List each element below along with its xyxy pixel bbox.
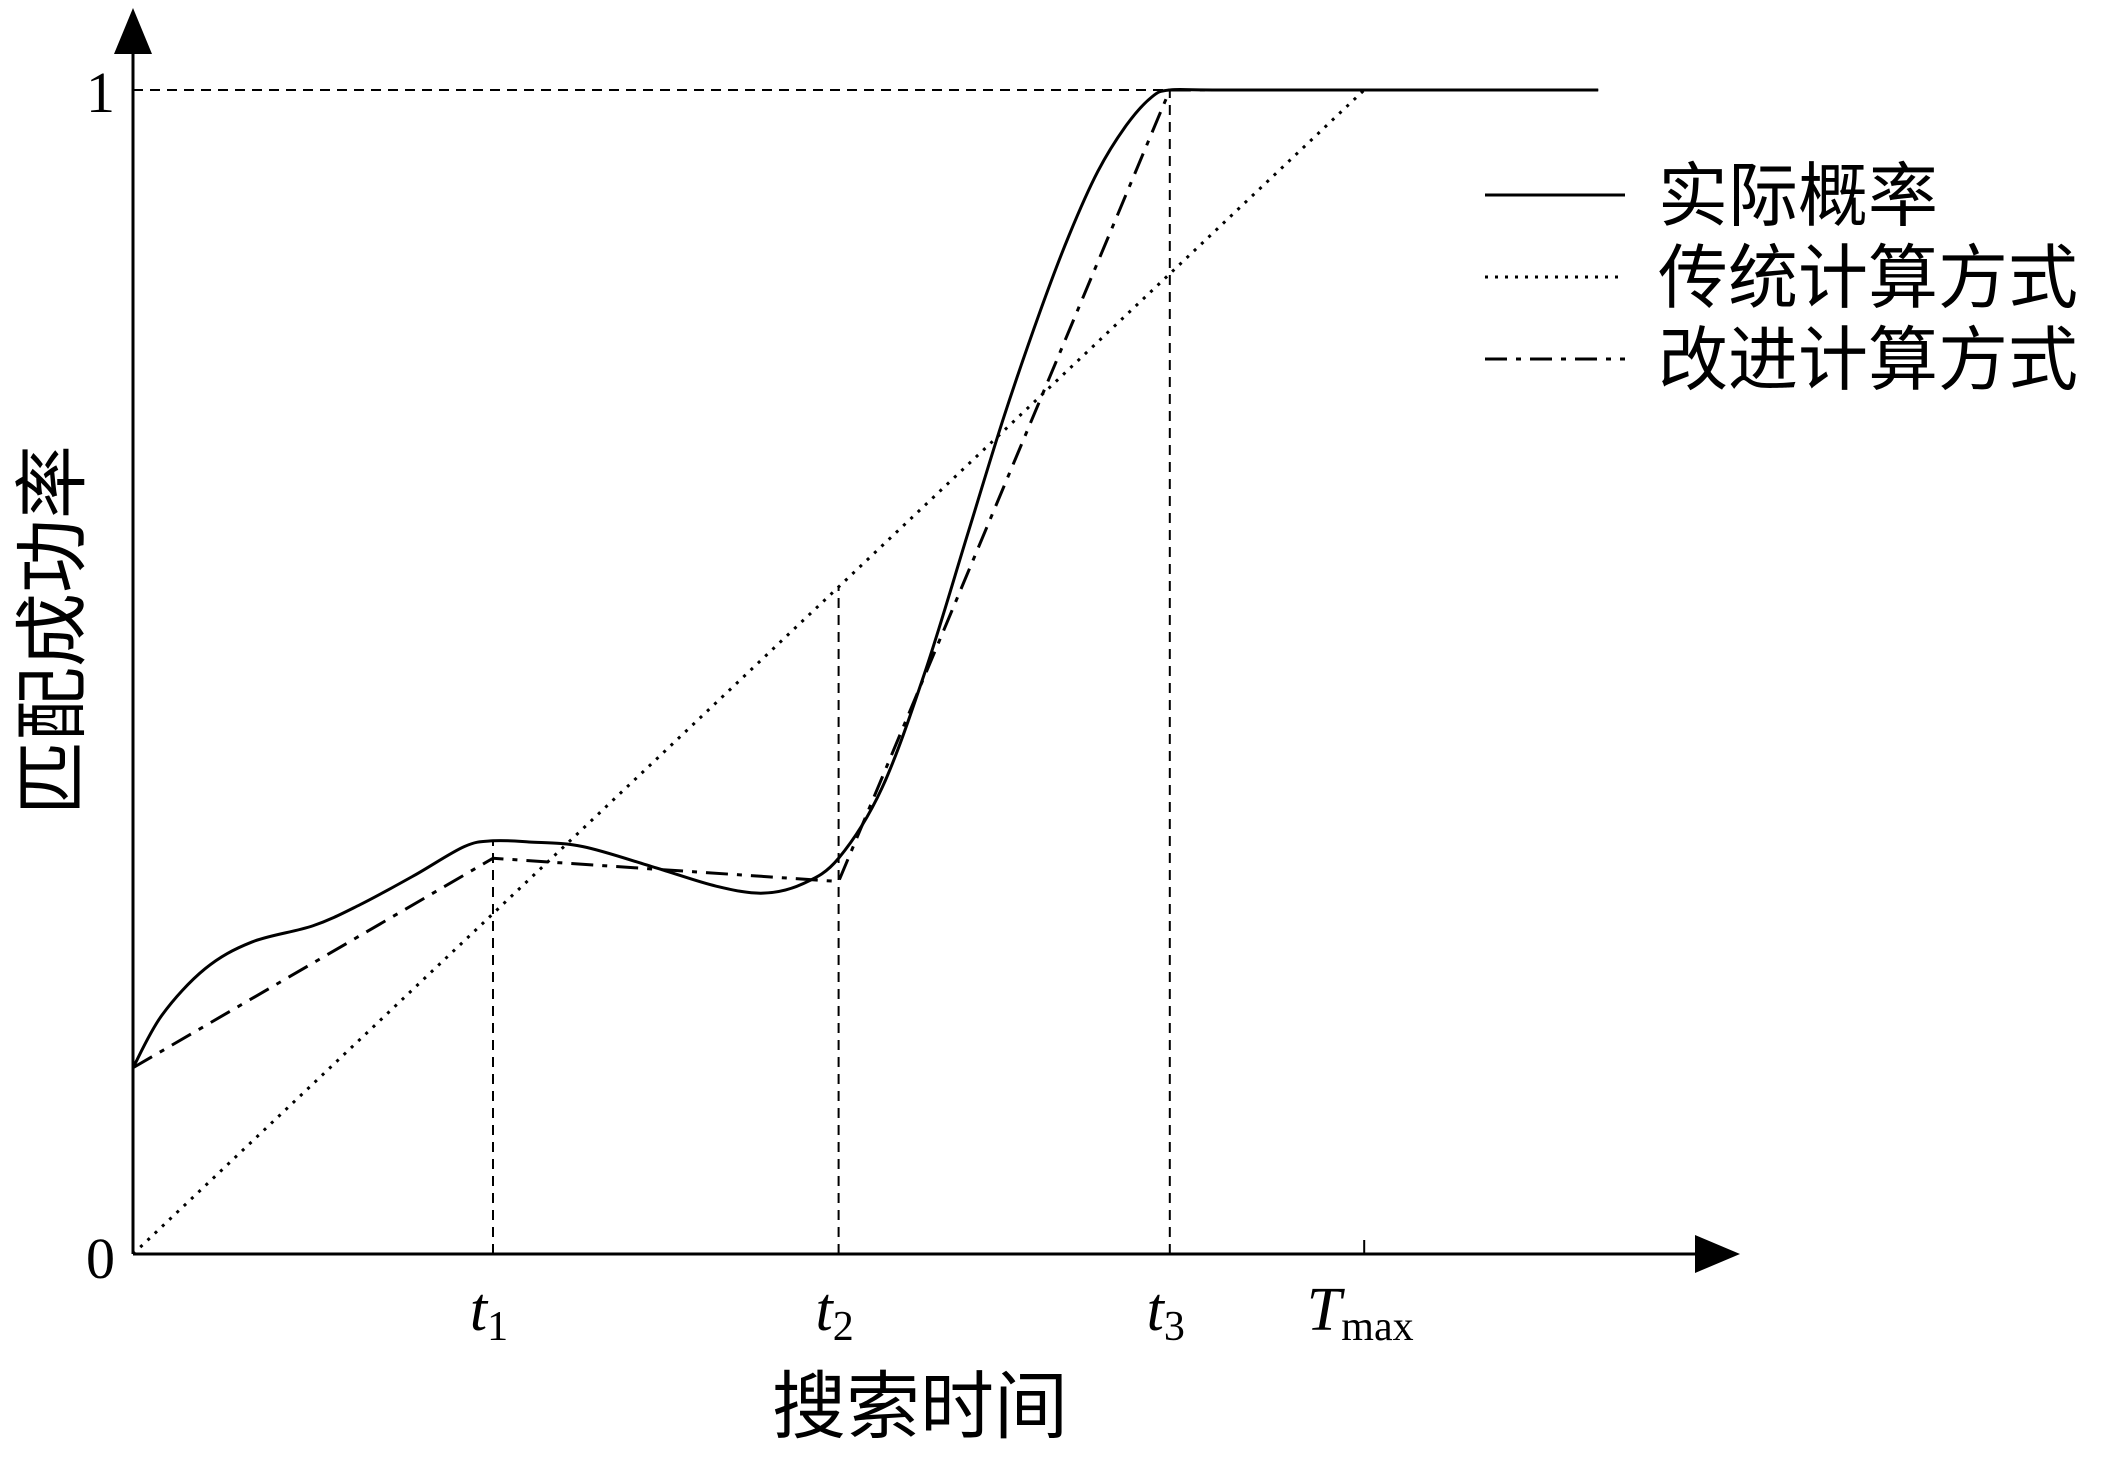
series-line-0: [131, 87, 1599, 1069]
y-axis-label: 匹配成功率: [13, 445, 95, 815]
legend-label-0: 实际概率: [1658, 159, 1938, 236]
y-axis-arrow: [114, 8, 152, 54]
x-tick-label-1: t2: [815, 1276, 853, 1350]
x-tick-label-0: t1: [470, 1276, 508, 1350]
series-line-2: [132, 88, 1599, 1070]
y-tick-labels: 0 1: [86, 60, 115, 1291]
series-lines: [131, 87, 1599, 1256]
x-tick-label-3: Tmax: [1307, 1276, 1414, 1350]
guide-lines: [133, 89, 1599, 1254]
legend-label-1: 传统计算方式: [1658, 241, 2078, 318]
x-tick-label-2: t3: [1147, 1276, 1185, 1350]
axes: [114, 8, 1740, 1273]
x-axis-arrow: [1695, 1235, 1740, 1273]
legend-label-2: 改进计算方式: [1658, 323, 2078, 400]
y-tick-label-1: 1: [86, 60, 115, 125]
y-tick-label-0: 0: [86, 1226, 115, 1291]
x-axis-label: 搜索时间: [772, 1367, 1068, 1449]
x-tick-labels: t1 t2 t3 Tmax: [470, 1276, 1414, 1350]
series-line-1: [131, 88, 1599, 1256]
